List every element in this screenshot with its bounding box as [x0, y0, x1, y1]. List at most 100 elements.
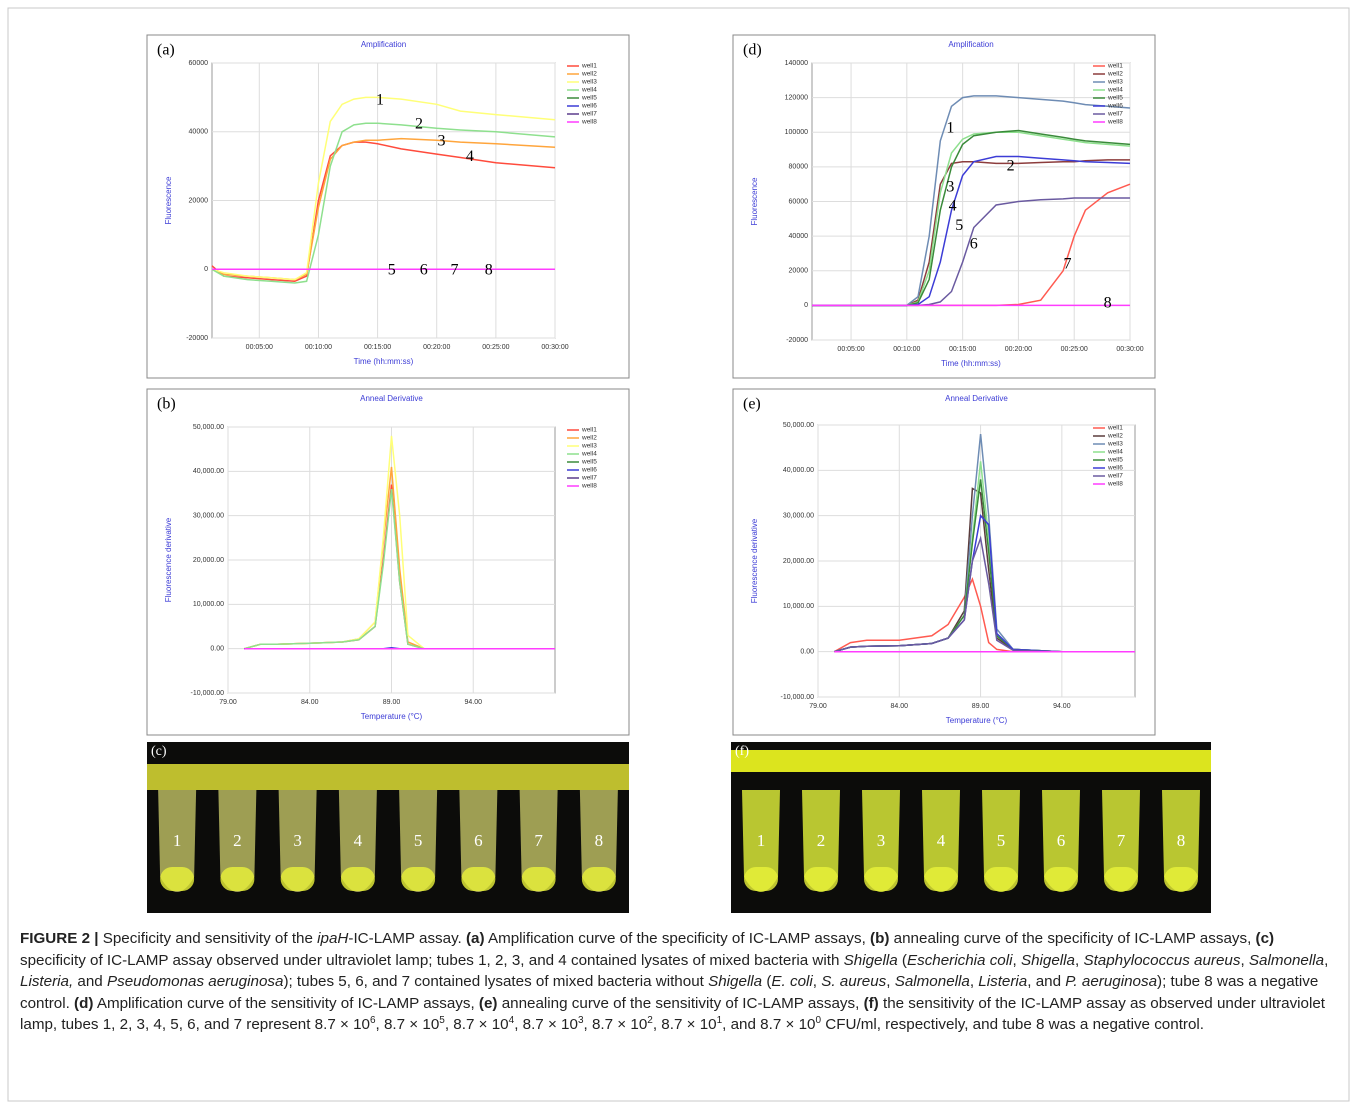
data-line: [211, 122, 556, 284]
tube: [338, 790, 377, 892]
x-tick-label: 94.00: [464, 699, 482, 706]
caption: FIGURE 2 | Specificity and sensitivity o…: [20, 928, 1338, 1036]
caption-text: specificity of IC-LAMP assay observed un…: [20, 951, 844, 969]
legend-label: well1: [1107, 63, 1123, 70]
tube: [1042, 790, 1080, 892]
legend-label: well8: [581, 119, 597, 126]
curve-label: 8: [1104, 295, 1112, 312]
x-tick-label: 00:20:00: [1005, 346, 1032, 353]
chart-title: Amplification: [948, 40, 993, 49]
caption-text: , 8.7 × 10: [514, 1016, 578, 1033]
tube: [579, 790, 618, 892]
legend-label: well2: [1107, 433, 1123, 440]
legend-label: well4: [1107, 449, 1123, 456]
y-tick-label: 0: [804, 302, 808, 309]
y-tick-label: 0: [204, 266, 208, 273]
y-tick-label: 140000: [785, 60, 808, 67]
tube: [742, 790, 780, 892]
panel-label: (d): [743, 42, 762, 59]
x-axis-label: Temperature (°C): [361, 712, 423, 721]
tube-liquid: [401, 867, 436, 891]
data-line: [211, 96, 556, 281]
caption-text: (b): [870, 930, 890, 947]
tube: [922, 790, 960, 892]
legend-label: well8: [1107, 119, 1123, 126]
curve-label: 2: [1007, 158, 1015, 175]
tube-number: 4: [354, 831, 363, 850]
y-tick-label: 40000: [189, 129, 209, 136]
caption-text: Salmonella: [894, 973, 970, 990]
caption-text: 4: [508, 1014, 515, 1026]
caption-text: annealing curve of the specificity of IC…: [889, 930, 1256, 947]
tube-number: 8: [1177, 831, 1186, 850]
caption-text: FIGURE 2 |: [20, 930, 99, 947]
legend-label: well5: [581, 95, 597, 102]
figure-border: [7, 7, 1350, 1102]
x-tick-label: 89.00: [972, 703, 990, 710]
tube: [158, 790, 197, 892]
x-tick-label: 84.00: [891, 703, 909, 710]
legend-label: well3: [1107, 441, 1123, 448]
tube-number: 3: [877, 831, 886, 850]
caption-text: , and: [1027, 973, 1066, 990]
tube: [218, 790, 257, 892]
x-tick-label: 00:15:00: [364, 344, 391, 351]
x-axis-label: Temperature (°C): [946, 716, 1008, 725]
x-tick-label: 00:05:00: [837, 346, 864, 353]
tube-strip: [147, 764, 629, 790]
caption-text: (c): [1255, 930, 1275, 947]
y-tick-label: 50,000.00: [193, 424, 224, 431]
tube-number: 7: [534, 831, 543, 850]
caption-text: (a): [466, 930, 485, 947]
legend-label: well7: [1107, 473, 1123, 480]
caption-text: 3: [577, 1014, 584, 1026]
caption-text: ,: [1074, 951, 1084, 969]
caption-text: ,: [1324, 951, 1329, 969]
tube-number: 7: [1117, 831, 1126, 850]
tube-strip: [731, 750, 1211, 772]
y-axis-label: Fluorescence derivative: [164, 517, 173, 602]
caption-text: annealing curve of the sensitivity of IC…: [497, 994, 864, 1012]
curve-label: 7: [450, 262, 458, 279]
caption-text: ); tube 8 was a negative control.: [20, 973, 1319, 1012]
tube-number: 6: [474, 831, 483, 850]
x-tick-label: 00:25:00: [482, 344, 509, 351]
x-tick-label: 00:15:00: [949, 346, 976, 353]
y-tick-label: 80000: [789, 164, 809, 171]
tube-number: 1: [757, 831, 766, 850]
legend-label: well8: [581, 483, 597, 490]
legend-label: well3: [581, 443, 597, 450]
caption-text: 6: [369, 1014, 376, 1026]
panel-label: (a): [157, 42, 175, 59]
tube-liquid: [744, 867, 778, 891]
x-tick-label: 00:30:00: [1116, 346, 1143, 353]
y-tick-label: -10,000.00: [191, 690, 225, 697]
y-tick-label: 40,000.00: [783, 467, 814, 474]
tube: [459, 790, 498, 892]
caption-text: Shigella: [708, 973, 763, 990]
tube-number: 1: [173, 831, 182, 850]
tube-number: 8: [595, 831, 604, 850]
y-axis-label: Fluorescence derivative: [750, 518, 759, 603]
caption-text: the sensitivity of the IC-LAMP assay as …: [20, 994, 1326, 1034]
caption-text: Escherichia coli: [906, 951, 1013, 969]
x-tick-label: 94.00: [1053, 703, 1071, 710]
y-tick-label: 30,000.00: [193, 513, 224, 520]
tube: [278, 790, 317, 892]
chart-title: Anneal Derivative: [360, 394, 423, 403]
caption-text: Pseudomonas aeruginosa: [106, 973, 284, 990]
legend-label: well5: [581, 459, 597, 466]
legend-label: well2: [1107, 71, 1123, 78]
y-tick-label: 50,000.00: [783, 422, 814, 429]
curve-label: 3: [946, 179, 954, 196]
panel-label: (c): [151, 744, 167, 759]
caption-text: (e): [478, 994, 498, 1012]
panel-label: (b): [157, 396, 176, 413]
tube-number: 4: [937, 831, 946, 850]
tube-number: 2: [817, 831, 826, 850]
curve-label: 4: [466, 148, 474, 165]
x-tick-label: 00:10:00: [893, 346, 920, 353]
panel-label: (e): [743, 396, 761, 413]
tube: [519, 790, 558, 892]
